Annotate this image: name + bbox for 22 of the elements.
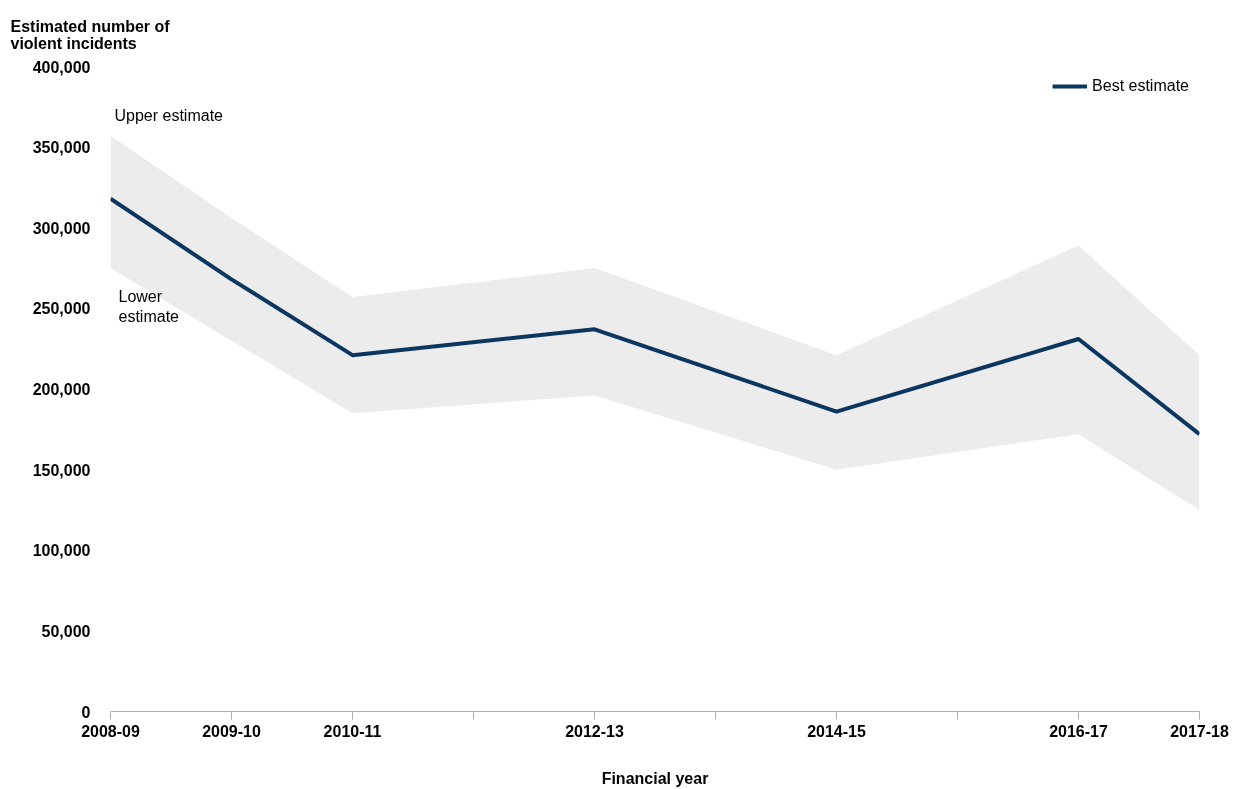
y-axis-title: Estimated number of violent incidents (10, 17, 171, 52)
line-series (110, 196, 1200, 437)
x-tick-label: 2017-18 (1170, 722, 1229, 740)
annotation: Lower estimate (118, 288, 180, 326)
y-tick-label: 200,000 (32, 381, 91, 398)
x-tick-label: 2010-11 (323, 722, 382, 740)
y-tick-label: 0 (81, 703, 91, 721)
y-tick-label: 150,000 (32, 461, 91, 479)
y-tick-label: 50,000 (41, 622, 91, 640)
x-tick-label: 2014-15 (807, 722, 866, 740)
y-tick-label: 100,000 (32, 542, 91, 560)
y-tick-label: 300,000 (32, 219, 91, 237)
legend-label: Best estimate (1092, 77, 1189, 95)
y-tick-label: 400,000 (32, 58, 91, 76)
annotation: Upper estimate (114, 106, 224, 124)
x-tick-label: 2009-10 (202, 722, 261, 740)
y-tick-label: 350,000 (32, 139, 91, 157)
x-tick-label: 2012-13 (565, 722, 624, 740)
x-tick-label: 2008-09 (81, 722, 140, 740)
y-tick-label: 250,000 (32, 300, 91, 318)
x-tick-label: 2016-17 (1049, 722, 1108, 740)
x-axis-title: Financial year (601, 769, 709, 787)
